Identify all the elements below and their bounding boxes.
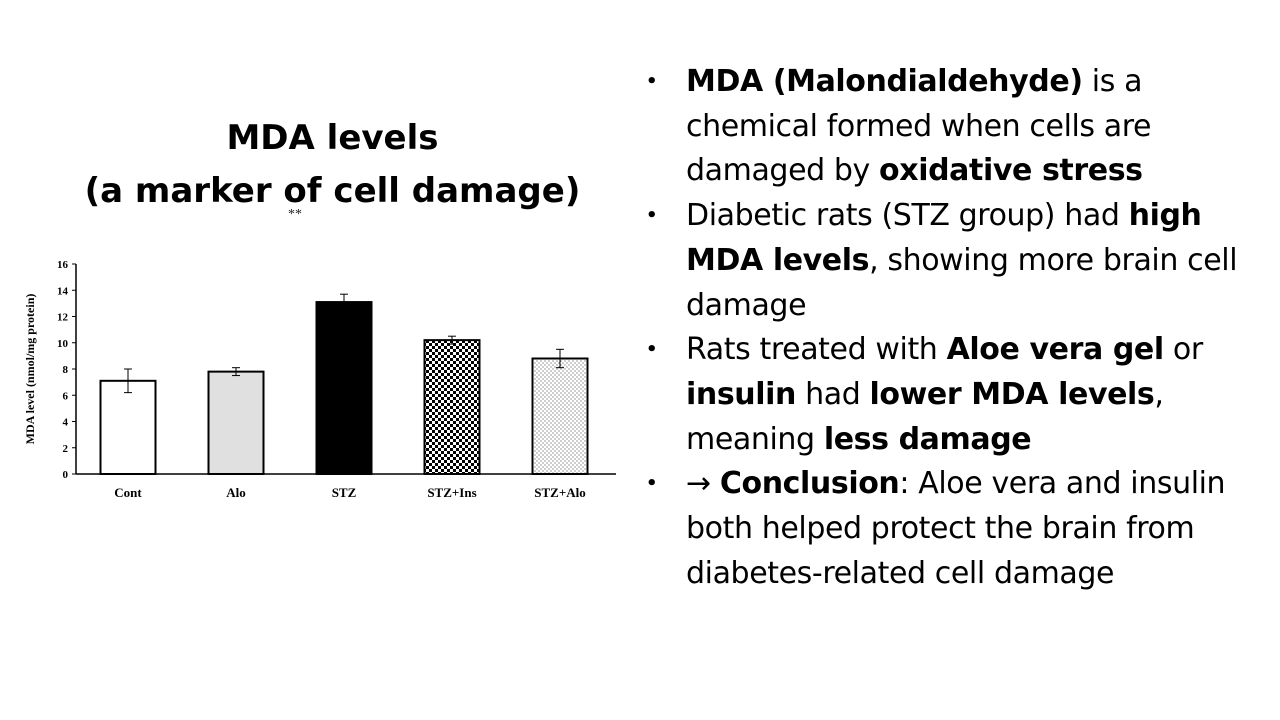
mda-bar-chart: 0 2 4 6 8 10 12 14 16 MDA level (nmol/mg protein)… xyxy=(23,259,616,500)
bar-alo xyxy=(207,370,265,475)
bullet-text: : Aloe vera and insulin both helped prot… xyxy=(686,466,1226,591)
bullet-text: , meaning xyxy=(686,376,1164,457)
bar-stz-ins xyxy=(423,339,481,475)
bar-stz-alo xyxy=(531,357,589,475)
y-tick-label: 12 xyxy=(57,312,69,324)
bullet-marker: • xyxy=(646,339,658,361)
bar-cont xyxy=(99,379,157,475)
bullet-item: • Diabetic rats (STZ group) had high MDA … xyxy=(640,194,1240,328)
bullet-text-bold: lower MDA levels xyxy=(869,376,1155,412)
bullet-text: is a chemical formed when cells are dama… xyxy=(686,64,1152,189)
y-axis-title: MDA level (nmol/mg protein) xyxy=(23,294,37,445)
y-tick-label: 0 xyxy=(63,469,69,481)
bullet-item: • MDA (Malondialdehyde) is a chemical for… xyxy=(640,60,1240,194)
bullet-text-bold: MDA (Malondialdehyde) xyxy=(686,64,1083,99)
bullet-marker: • xyxy=(646,205,658,227)
significance-mark: ** xyxy=(288,207,302,222)
x-category-label: Alo xyxy=(226,485,246,500)
bullet-text-bold: Conclusion xyxy=(719,466,900,502)
bullet-text: or xyxy=(1163,332,1203,368)
y-tick-label: 16 xyxy=(57,259,69,271)
bullet-text-bold: less damage xyxy=(823,421,1032,457)
bullet-marker: • xyxy=(646,71,658,92)
y-tick-label: 2 xyxy=(63,443,69,455)
y-tick-label: 10 xyxy=(57,338,69,350)
bullet-item: • → Conclusion: Aloe vera and insulin bot… xyxy=(640,462,1240,596)
y-tick-label: 6 xyxy=(63,390,69,402)
bullet-text: Diabetic rats (STZ group) had xyxy=(686,198,1129,234)
bullet-text-bold: insulin xyxy=(686,376,796,412)
bullet-text-bold: oxidative stress xyxy=(879,153,1143,189)
bullet-text-bold: high MDA levels xyxy=(686,198,1202,278)
x-category-label: STZ+Ins xyxy=(427,485,476,500)
chart-title-line1: MDA levels xyxy=(226,118,439,158)
bullet-text-bold: Aloe vera gel xyxy=(946,332,1165,368)
bullet-item: • Rats treated with Aloe vera gel or insu… xyxy=(640,328,1240,462)
bullet-text: had xyxy=(795,376,870,412)
chart-title: MDA levels (a marker of cell damage) xyxy=(40,112,625,218)
y-tick-label: 4 xyxy=(63,417,69,429)
bullet-list: • MDA (Malondialdehyde) is a chemical for… xyxy=(640,60,1240,596)
bullet-text: , showing more brain cell damage xyxy=(686,242,1238,323)
bullet-marker: • xyxy=(646,473,658,495)
x-category-label: Cont xyxy=(114,485,142,500)
bar-stz xyxy=(315,301,373,475)
y-tick-label: 14 xyxy=(57,285,69,297)
chart-title-line2: (a marker of cell damage) xyxy=(84,171,581,211)
x-category-label: STZ+Alo xyxy=(534,485,585,500)
y-tick-label: 8 xyxy=(63,364,69,376)
bullet-text: → xyxy=(686,466,720,502)
x-category-label: STZ xyxy=(332,485,357,500)
bullet-text: Rats treated with xyxy=(686,332,947,368)
